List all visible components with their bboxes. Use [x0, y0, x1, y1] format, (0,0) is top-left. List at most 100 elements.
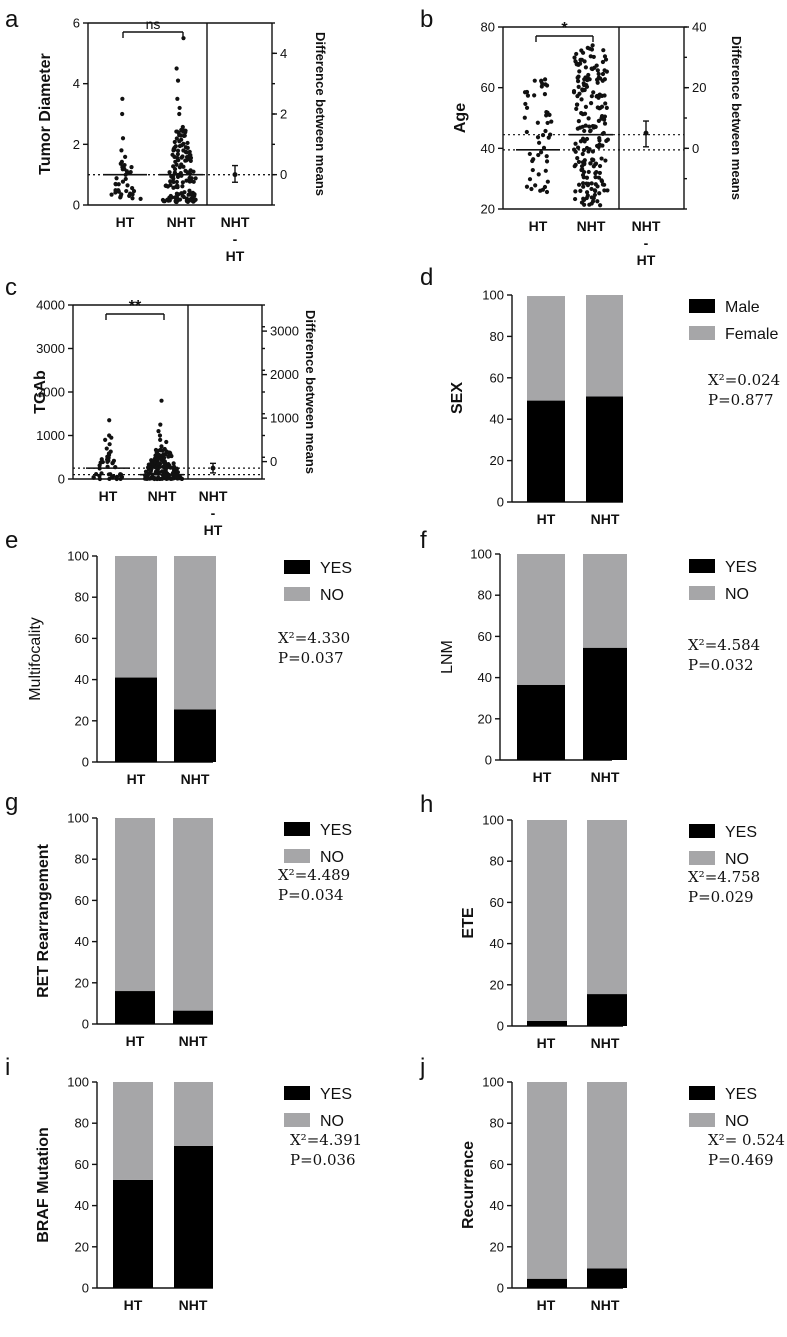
- bar-no-nht: [583, 554, 627, 648]
- y-tick-label: 100: [67, 811, 89, 826]
- y-tick-label: 20: [75, 1239, 89, 1254]
- data-point: [168, 193, 173, 199]
- data-point: [587, 147, 592, 152]
- p-value: P=0.877: [708, 391, 774, 409]
- data-point: [535, 135, 541, 140]
- data-point: [97, 476, 103, 482]
- panel-e: e 0 20 40 60 80 100 Multifocality HT NHT YES NO X²=4…: [5, 527, 352, 787]
- bar-female-nht: [586, 295, 623, 397]
- data-point: [161, 455, 167, 460]
- data-point: [167, 170, 172, 175]
- data-point: [596, 71, 601, 77]
- data-point: [109, 192, 114, 197]
- data-point: [580, 167, 585, 172]
- x-category-label: NHT: [577, 218, 606, 234]
- y-tick-label: 80: [75, 1116, 89, 1131]
- chi-square-stat: X²=4.584: [688, 636, 760, 654]
- data-point: [114, 176, 119, 181]
- panel-a: a 0 2 4 6 Tumor Diameter HT NHT 0 2 4 Difference be…: [5, 6, 328, 264]
- bar-male-nht: [586, 396, 623, 502]
- y-tick-label: 60: [75, 1157, 89, 1172]
- data-point: [180, 180, 185, 185]
- data-point: [523, 101, 528, 107]
- data-point: [575, 79, 581, 84]
- data-point: [595, 80, 600, 85]
- bar-no-ht: [115, 556, 157, 678]
- legend-swatch: [284, 587, 310, 601]
- data-point: [602, 121, 608, 126]
- y-tick-label: 80: [481, 20, 495, 35]
- x-category-label: NHT: [179, 1297, 208, 1313]
- data-point: [586, 72, 591, 78]
- data-point: [172, 167, 178, 172]
- y-axis-label: Recurrence: [460, 1141, 477, 1229]
- data-point: [124, 169, 129, 174]
- y-tick-label: 0: [73, 198, 80, 213]
- data-point: [108, 472, 113, 477]
- p-value: P=0.032: [688, 656, 754, 674]
- data-point: [179, 143, 184, 148]
- bar-no-nht: [173, 818, 213, 1011]
- data-point: [532, 93, 537, 98]
- y-tick-label: 80: [478, 588, 492, 603]
- bar-yes-nht: [174, 709, 216, 762]
- panel-label: d: [420, 264, 433, 291]
- bar-no-ht: [527, 1082, 567, 1279]
- bar-no-nht: [174, 1082, 213, 1146]
- x-category-label: NHT: [148, 488, 177, 504]
- data-point: [544, 113, 549, 118]
- data-point: [585, 78, 590, 83]
- data-point: [572, 55, 577, 60]
- data-point: [125, 183, 130, 188]
- y-tick-label: 0: [58, 472, 65, 487]
- y-tick-label: 100: [482, 288, 504, 303]
- x-category-label: HT: [537, 1035, 556, 1051]
- data-point: [580, 87, 585, 92]
- y-tick-label: 0: [82, 755, 89, 770]
- data-point: [180, 193, 185, 198]
- panel-g: g 0 20 40 60 80 100 RET Rearrangement HT NHT YES NO…: [5, 789, 352, 1049]
- data-point: [574, 51, 579, 57]
- panel-label: c: [5, 274, 17, 301]
- data-point: [175, 148, 181, 153]
- data-point: [529, 186, 534, 192]
- data-point: [184, 198, 189, 204]
- data-point: [153, 469, 159, 474]
- data-point: [176, 158, 181, 163]
- legend-swatch: [284, 1086, 310, 1100]
- bar-no-nht: [587, 1082, 627, 1269]
- data-point: [158, 437, 163, 442]
- data-point: [120, 136, 126, 141]
- bar-yes-ht: [113, 1179, 153, 1288]
- legend-label: NO: [725, 851, 749, 868]
- data-point: [547, 112, 552, 117]
- data-point: [575, 75, 580, 80]
- data-point: [602, 77, 607, 82]
- data-point: [149, 461, 154, 466]
- data-point: [525, 93, 531, 98]
- data-point: [168, 179, 173, 184]
- data-point: [596, 95, 601, 100]
- estimation-category-label: NHT: [199, 488, 228, 504]
- data-point: [590, 149, 596, 154]
- data-point: [596, 175, 602, 180]
- data-point: [536, 172, 541, 177]
- data-point: [185, 170, 190, 175]
- bar-yes-nht: [583, 647, 627, 760]
- y-axis-label: RET Rearrangement: [35, 843, 52, 997]
- x-category-label: NHT: [591, 511, 620, 527]
- data-point: [168, 451, 173, 456]
- data-point: [580, 151, 585, 157]
- panel-label: j: [419, 1054, 425, 1081]
- data-point: [576, 119, 581, 124]
- data-point: [583, 104, 589, 109]
- legend-swatch: [284, 822, 310, 836]
- y-tick-label: 40: [481, 141, 495, 156]
- panel-label: h: [420, 791, 433, 818]
- data-point: [604, 69, 609, 74]
- data-point: [536, 140, 542, 145]
- y-tick-label: 80: [490, 854, 504, 869]
- data-point: [587, 124, 592, 129]
- y-tick-label: 40: [75, 934, 89, 949]
- data-point: [587, 46, 592, 51]
